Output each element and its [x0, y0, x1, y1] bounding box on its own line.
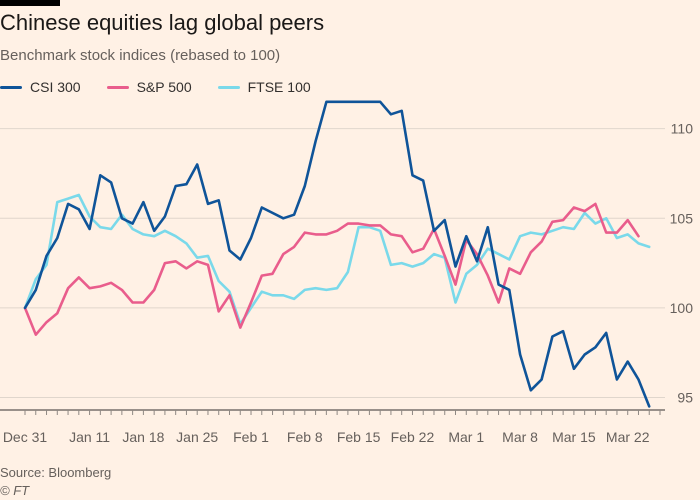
x-tick-label-0: Dec 31: [3, 429, 48, 445]
y-tick-label-105: 105: [670, 210, 694, 226]
legend-swatch-ftse100: [217, 85, 240, 89]
y-tick-label-95: 95: [677, 389, 693, 405]
x-tick-label-10: Mar 15: [552, 429, 596, 445]
series-line-ftse-100: [23, 193, 651, 326]
source-note: Source: Bloomberg: [0, 465, 112, 480]
series-line-s-p-500: [23, 202, 640, 337]
legend: CSI 300 S&P 500 FTSE 100: [0, 79, 337, 95]
legend-item-ftse100: FTSE 100: [217, 79, 311, 95]
legend-label-sp500: S&P 500: [136, 79, 192, 95]
brand-bar: [0, 0, 60, 6]
x-tick-label-5: Feb 8: [287, 429, 323, 445]
legend-swatch-sp500: [106, 85, 129, 89]
x-tick-label-2: Jan 18: [122, 429, 164, 445]
copyright-note: © FT: [0, 483, 30, 498]
legend-label-ftse100: FTSE 100: [247, 79, 311, 95]
y-tick-label-100: 100: [670, 300, 694, 316]
y-tick-label-110: 110: [671, 121, 694, 137]
x-tick-label-1: Jan 11: [69, 429, 110, 445]
legend-label-csi300: CSI 300: [30, 79, 81, 95]
x-tick-label-8: Mar 1: [448, 429, 484, 445]
x-tick-label-11: Mar 22: [606, 429, 650, 445]
x-tick-label-4: Feb 1: [233, 429, 269, 445]
x-tick-label-7: Feb 22: [391, 429, 435, 445]
series-line-csi-300: [23, 100, 651, 408]
x-tick-label-6: Feb 15: [337, 429, 381, 445]
legend-item-csi300: CSI 300: [0, 79, 81, 95]
chart-subtitle: Benchmark stock indices (rebased to 100): [0, 47, 281, 64]
x-tick-label-3: Jan 25: [176, 429, 218, 445]
legend-item-sp500: S&P 500: [106, 79, 192, 95]
x-tick-label-9: Mar 8: [502, 429, 538, 445]
chart-title: Chinese equities lag global peers: [0, 10, 325, 35]
legend-swatch-csi300: [0, 85, 22, 89]
